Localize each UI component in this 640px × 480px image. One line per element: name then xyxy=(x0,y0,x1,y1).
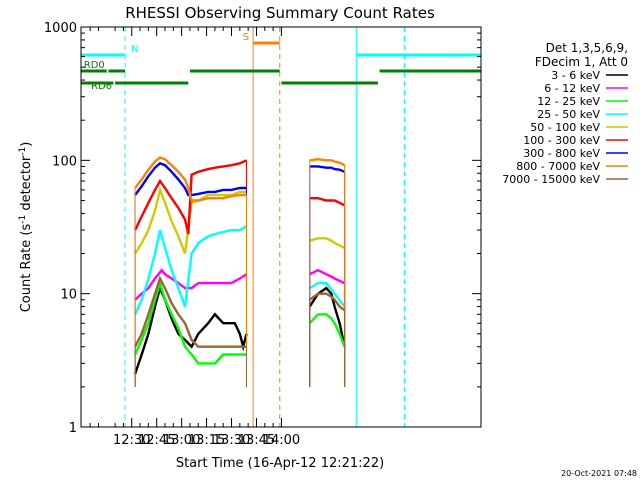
legend-label-6: 300 - 800 keV xyxy=(523,147,600,160)
plot-area: N S RD0 RD6 xyxy=(80,27,481,427)
legend-label-8: 7000 - 15000 keV xyxy=(502,173,600,186)
x-tick-label-5: 13:45 xyxy=(238,433,275,448)
legend-header-line-1: Det 1,3,5,6,9, xyxy=(546,41,628,55)
legend-label-2: 12 - 25 keV xyxy=(537,95,600,108)
status-label-n: N xyxy=(131,44,138,55)
series-line-1-0 xyxy=(134,268,248,301)
x-axis-label: Start Time (16-Apr-12 12:21:22) xyxy=(176,456,384,471)
legend: Det 1,3,5,6,9, FDecim 1, Att 0 3 - 6 keV… xyxy=(502,41,628,186)
y-axis-label: Count Rate (s-1 detector-1) xyxy=(18,142,34,313)
legend-label-7: 800 - 7000 keV xyxy=(516,160,600,173)
series-line-7-0 xyxy=(134,156,247,202)
status-label-rd0: RD0 xyxy=(84,60,105,71)
axis-ticks: 1 10 100 1000 12:3012:4513:0013:1513:3013:45… xyxy=(44,21,481,448)
series-line-1-1 xyxy=(309,268,346,285)
series-line-4-1 xyxy=(309,237,346,250)
y-tick-label-0: 1 xyxy=(69,421,77,436)
y-tick-label-1: 10 xyxy=(60,288,77,303)
series-line-6-0 xyxy=(134,161,247,197)
series-line-6-1 xyxy=(309,165,346,173)
status-label-rd6: RD6 xyxy=(91,81,112,92)
series-line-8-0 xyxy=(134,275,247,348)
y-tick-label-2: 100 xyxy=(52,154,77,169)
series-line-2-0 xyxy=(134,278,247,365)
status-label-s: S xyxy=(243,32,249,43)
legend-label-3: 25 - 50 keV xyxy=(537,108,600,121)
legend-label-4: 50 - 100 keV xyxy=(530,121,600,134)
chart-title: RHESSI Observing Summary Count Rates xyxy=(125,4,435,22)
series-line-7-1 xyxy=(309,157,346,167)
series-line-0-0 xyxy=(133,284,248,375)
x-tick-label-1: 12:45 xyxy=(138,433,175,448)
series-line-5-0 xyxy=(134,159,247,235)
series-line-5-1 xyxy=(309,196,346,207)
x-tick-label-2: 13:00 xyxy=(163,433,200,448)
x-tick-label-3: 13:15 xyxy=(188,433,225,448)
series-line-4-0 xyxy=(134,185,247,255)
x-tick-label-0: 12:30 xyxy=(113,433,150,448)
x-tick-label-4: 13:30 xyxy=(213,433,250,448)
legend-header-line-2: FDecim 1, Att 0 xyxy=(535,55,628,69)
series-line-3-0 xyxy=(134,225,248,315)
plot-frame xyxy=(80,26,482,428)
series-line-8-1 xyxy=(308,292,346,312)
legend-label-1: 6 - 12 keV xyxy=(544,82,600,95)
series-line-2-1 xyxy=(308,313,346,348)
series-line-3-1 xyxy=(309,281,346,308)
legend-label-5: 100 - 300 keV xyxy=(523,134,600,147)
y-tick-label-3: 1000 xyxy=(44,21,77,36)
legend-label-0: 3 - 6 keV xyxy=(551,69,600,82)
footer-timestamp: 20-Oct-2021 07:48 xyxy=(561,469,637,478)
x-tick-label-6: 14:00 xyxy=(263,433,300,448)
